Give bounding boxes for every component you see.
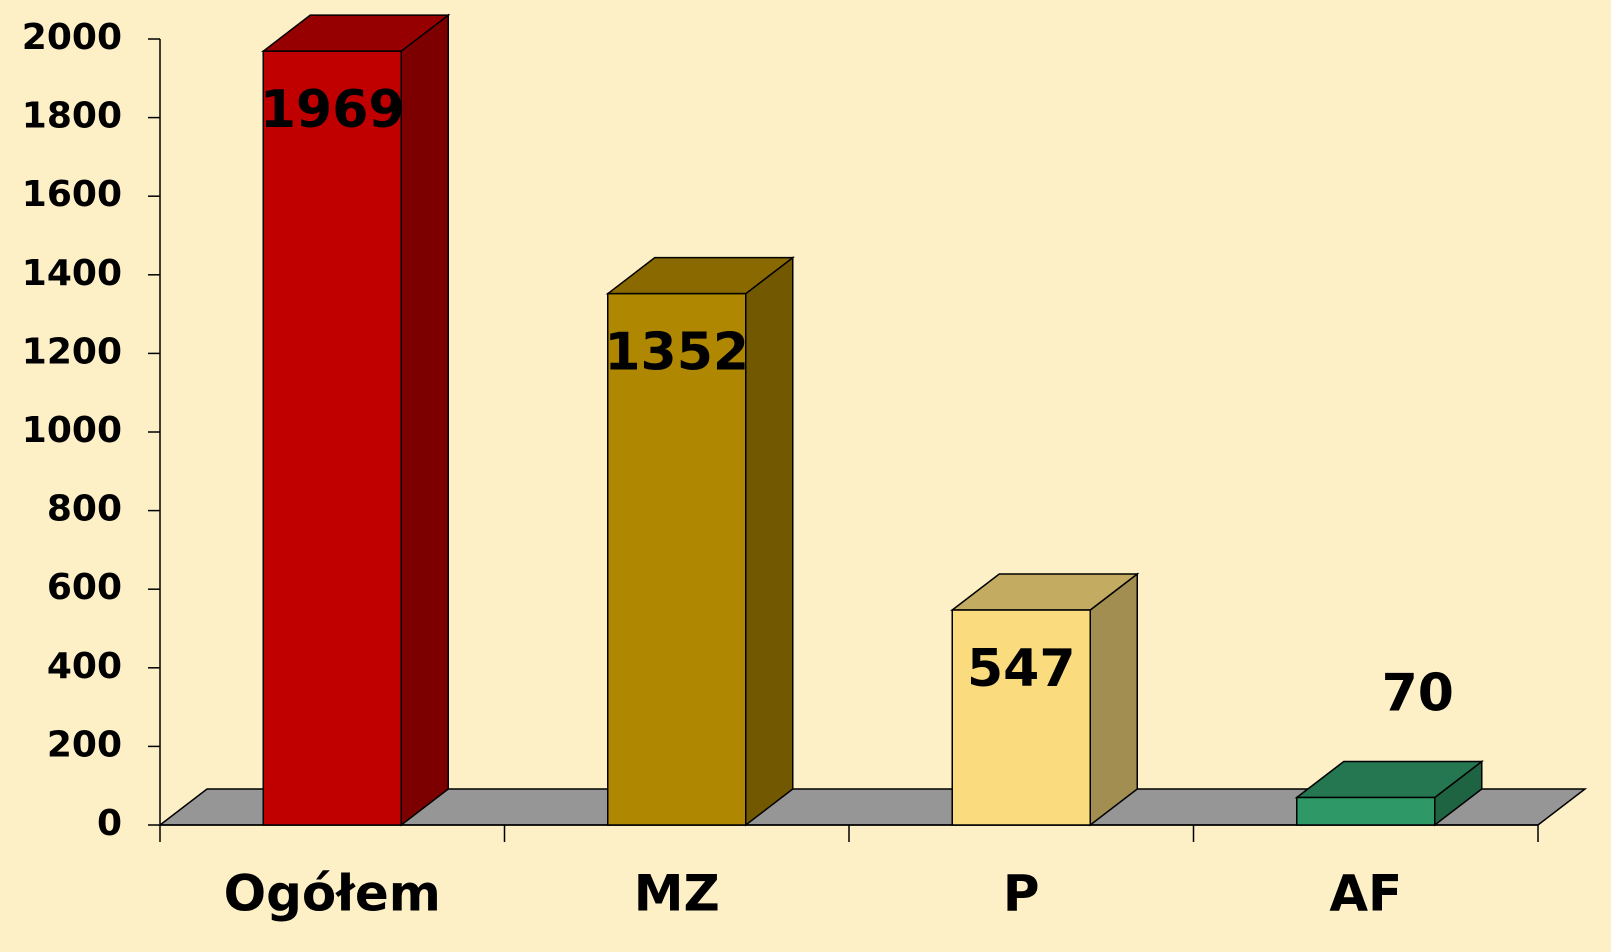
bar-side <box>1089 572 1138 827</box>
y-tick-label: 1600 <box>22 174 122 215</box>
value-label: 1352 <box>604 323 749 383</box>
y-tick-label: 200 <box>47 724 122 765</box>
bar-side <box>400 13 449 827</box>
bar-side <box>745 256 794 827</box>
value-label: 1969 <box>260 80 405 140</box>
value-label: 70 <box>1382 663 1454 723</box>
y-tick-label: 600 <box>47 567 122 608</box>
bar <box>607 292 747 826</box>
bar <box>1296 796 1436 826</box>
x-tick-label: Ogółem <box>224 865 441 923</box>
y-tick-label: 0 <box>97 803 122 844</box>
bar <box>262 50 402 826</box>
y-tick-label: 1000 <box>22 410 122 451</box>
y-tick-label: 1200 <box>22 331 122 372</box>
bar <box>951 609 1091 826</box>
x-tick-label: AF <box>1329 865 1402 923</box>
value-label: 547 <box>967 639 1076 699</box>
y-tick-label: 1400 <box>22 253 122 294</box>
y-tick-label: 800 <box>47 489 122 530</box>
y-tick-label: 1800 <box>22 96 122 137</box>
y-tick-label: 400 <box>47 646 122 687</box>
x-tick-label: MZ <box>634 865 720 923</box>
x-tick-label: P <box>1003 865 1040 923</box>
y-tick-label: 2000 <box>22 17 122 58</box>
